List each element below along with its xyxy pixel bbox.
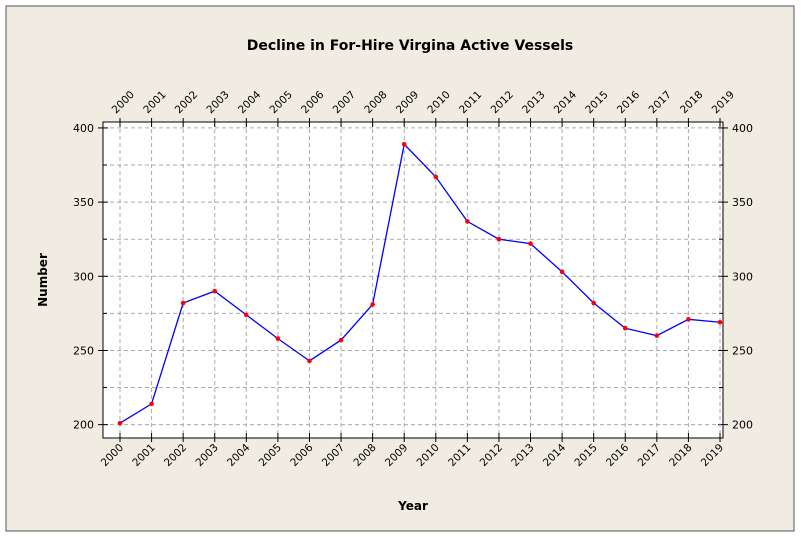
data-point <box>244 312 249 318</box>
data-point <box>591 300 596 306</box>
y2-tick-label: 350 <box>732 196 753 209</box>
y2-tick-label: 200 <box>732 419 753 432</box>
data-point <box>717 319 723 325</box>
data-point <box>401 141 407 147</box>
data-point <box>496 236 502 242</box>
data-point <box>180 300 186 306</box>
data-point <box>307 358 312 364</box>
data-point <box>370 302 375 307</box>
y-tick-label: 250 <box>73 344 94 357</box>
y-tick-label: 300 <box>73 270 94 283</box>
data-point <box>559 269 565 275</box>
data-line <box>119 142 721 424</box>
data-point <box>528 241 533 246</box>
data-point <box>149 401 154 407</box>
data-point <box>117 420 123 426</box>
plot-area <box>102 121 724 439</box>
y-tick-label: 200 <box>73 419 94 432</box>
data-point <box>465 219 470 224</box>
y-axis-label: Number <box>36 253 50 307</box>
data-point <box>338 337 344 343</box>
chart-title: Decline in For-Hire Virgina Active Vesse… <box>247 38 573 54</box>
y-tick-label: 350 <box>73 196 94 209</box>
data-point <box>275 336 281 341</box>
data-point <box>212 288 218 294</box>
data-point <box>654 333 660 338</box>
y2-tick-label: 250 <box>732 344 753 357</box>
x-axis-label: Year <box>397 499 428 513</box>
y2-tick-label: 400 <box>732 122 753 135</box>
y-tick-label: 400 <box>73 122 94 135</box>
data-point <box>686 317 691 322</box>
data-point <box>622 325 628 331</box>
y2-tick-label: 300 <box>732 270 753 283</box>
data-point <box>433 174 439 180</box>
